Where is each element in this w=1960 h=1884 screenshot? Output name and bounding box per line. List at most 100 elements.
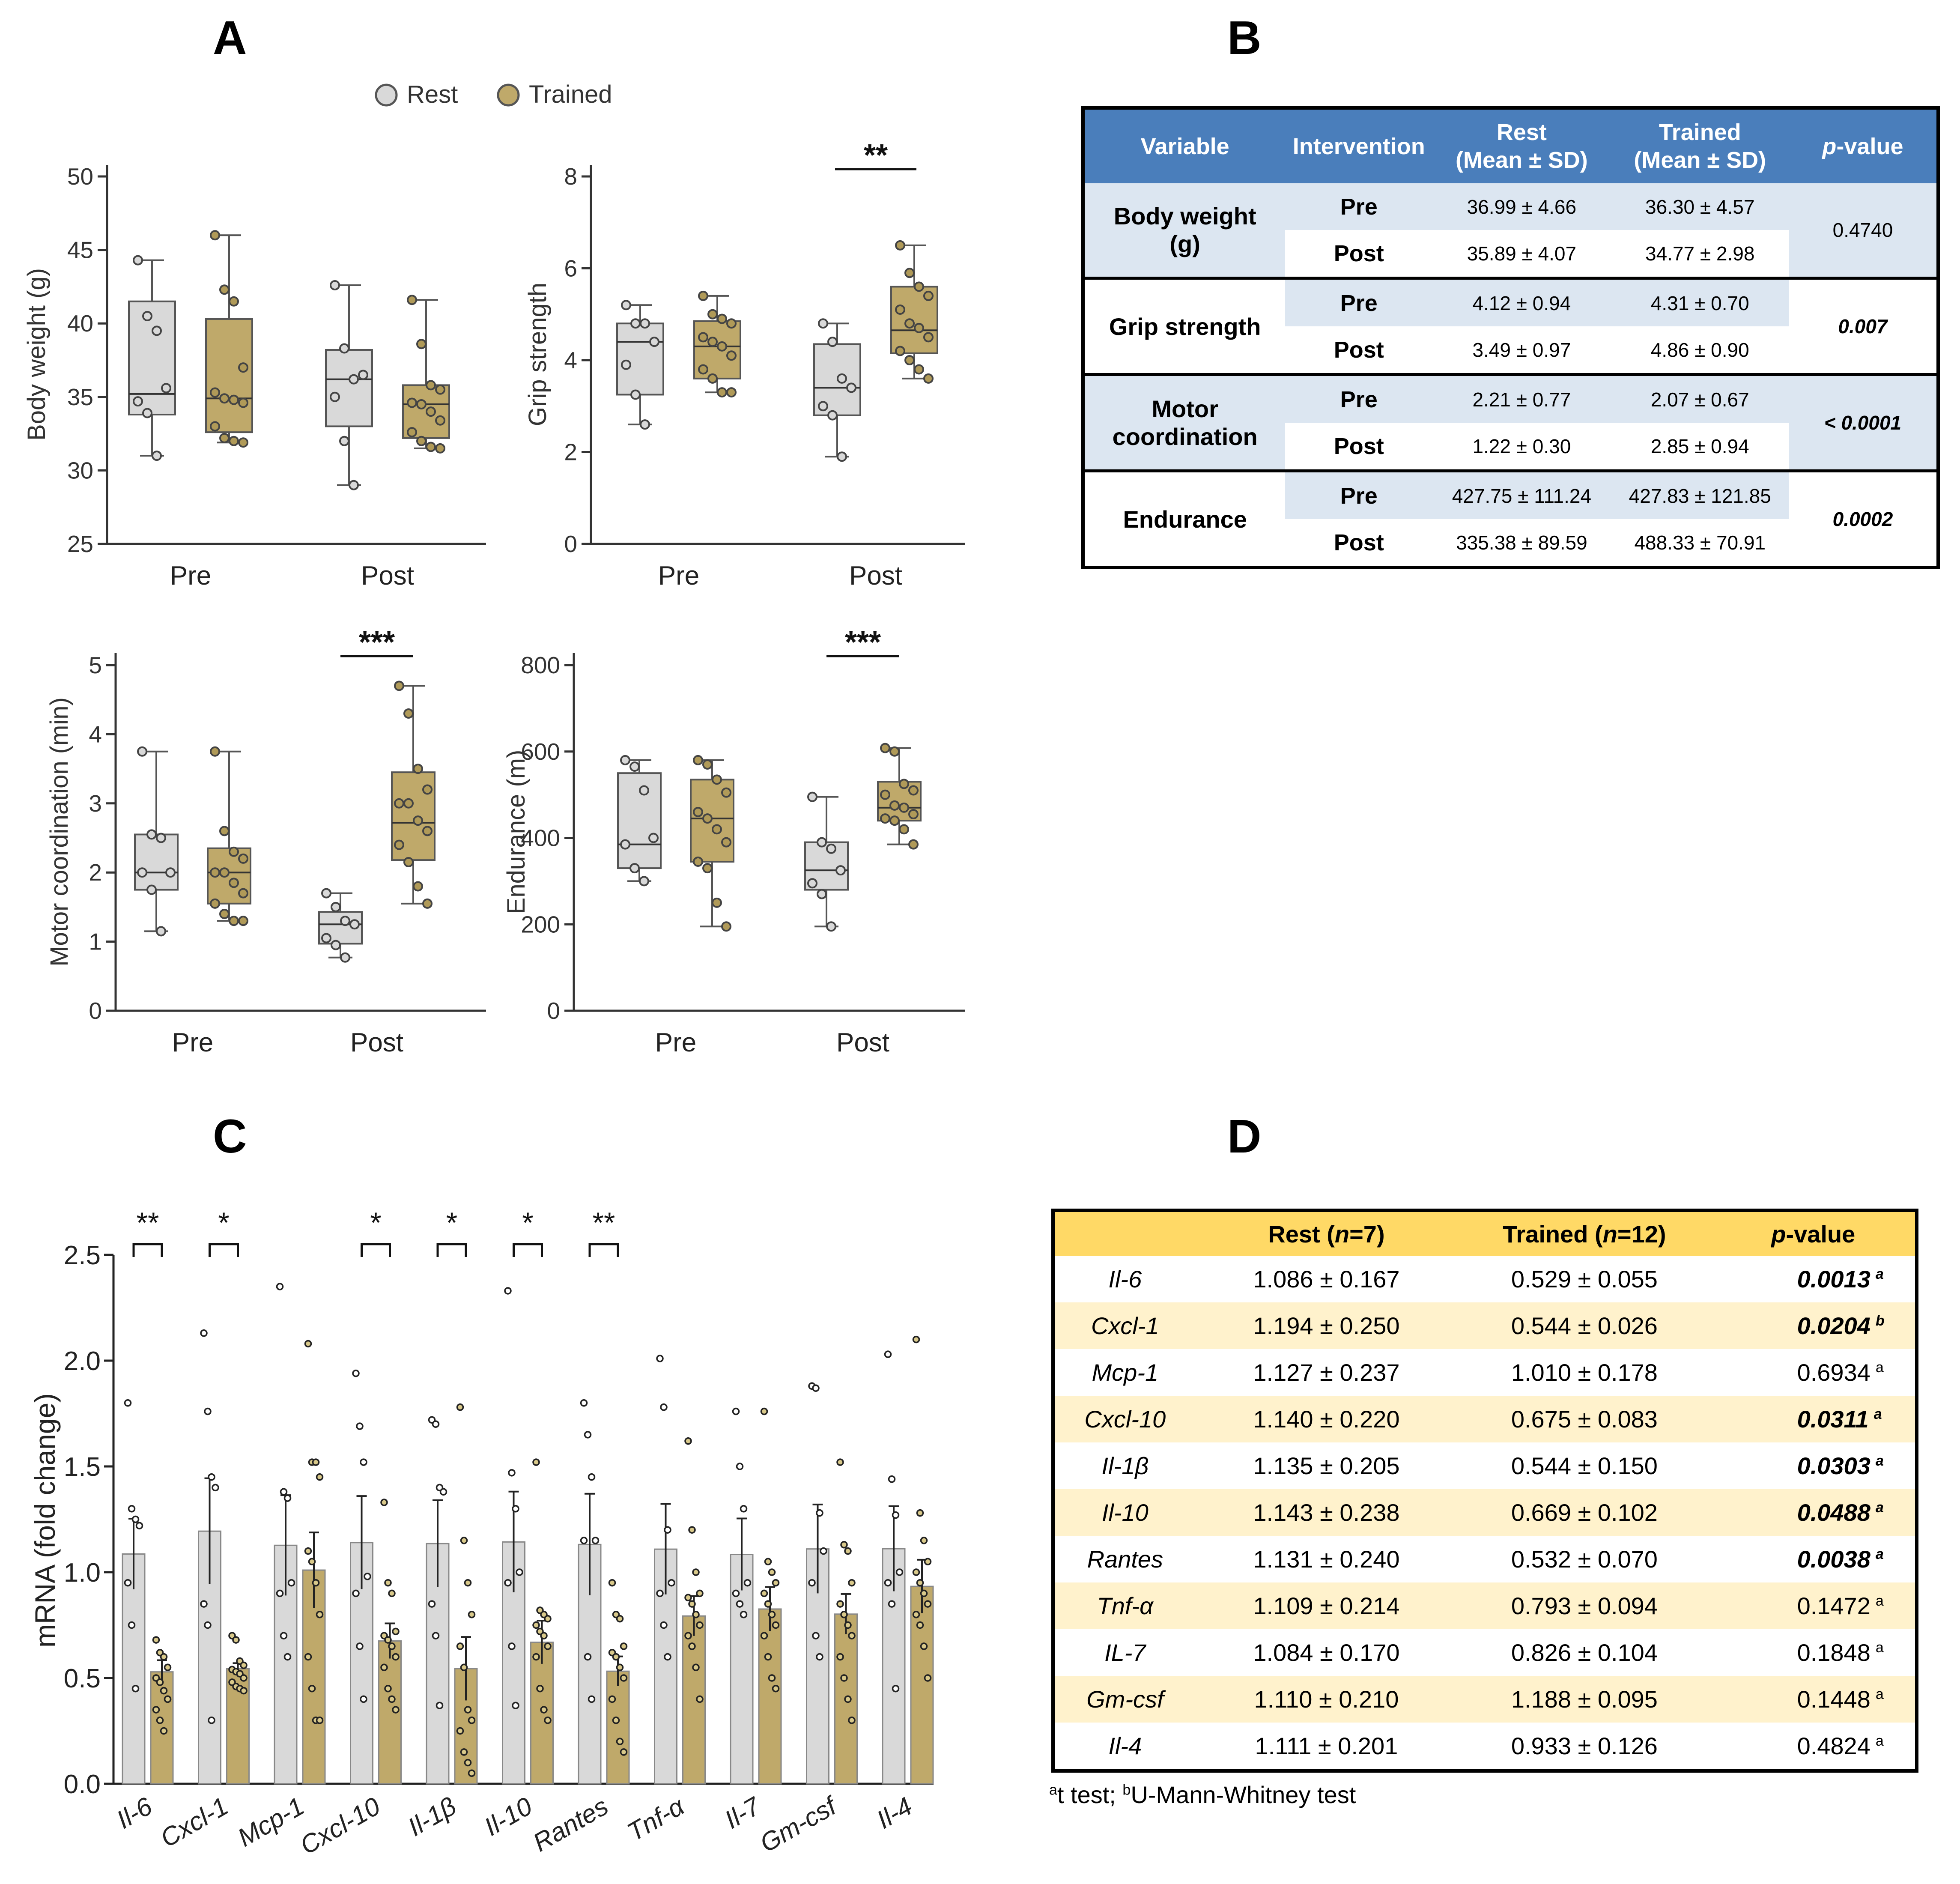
col-rest: Rest (Mean ± SD) bbox=[1432, 108, 1611, 183]
data-point bbox=[358, 370, 368, 380]
data-point bbox=[732, 1407, 740, 1415]
significance-marker: * bbox=[370, 1206, 381, 1239]
col-rest-b: =7) bbox=[1349, 1220, 1385, 1248]
col-rest: Rest (n=7) bbox=[1195, 1210, 1458, 1256]
data-point bbox=[588, 1473, 596, 1481]
test-mark: a bbox=[1875, 1686, 1884, 1703]
data-point bbox=[392, 1706, 400, 1714]
data-point bbox=[124, 1579, 132, 1587]
data-point bbox=[356, 1422, 364, 1430]
x-category-label: Pre bbox=[170, 561, 211, 591]
data-point bbox=[210, 746, 220, 757]
data-point bbox=[240, 1674, 248, 1682]
col-rest-a: Rest ( bbox=[1268, 1220, 1335, 1248]
y-tick-label: 1.5 bbox=[64, 1452, 101, 1482]
data-point bbox=[818, 318, 828, 329]
data-point bbox=[892, 1511, 900, 1519]
data-point bbox=[692, 1611, 700, 1618]
data-point bbox=[210, 421, 220, 432]
x-category-label: Il-1β bbox=[403, 1791, 461, 1842]
data-point bbox=[164, 1663, 172, 1672]
var-body-weight: Body weight (g) bbox=[1083, 183, 1286, 278]
data-point bbox=[924, 1600, 932, 1608]
table-b-row-endurance-pre: Endurance Pre 427.75 ± 111.24 427.83 ± 1… bbox=[1083, 469, 1938, 567]
data-point bbox=[512, 1702, 519, 1709]
data-point bbox=[165, 867, 176, 878]
test-mark: a bbox=[1875, 1359, 1884, 1376]
data-point bbox=[142, 408, 152, 418]
data-point bbox=[588, 1695, 596, 1703]
data-point bbox=[416, 436, 427, 446]
table-b-row-bw-post: Post 35.89 ± 4.07 34.77 ± 2.98 bbox=[1083, 230, 1938, 278]
p-value-text: 0.4824 bbox=[1797, 1732, 1871, 1759]
y-tick-label: 2 bbox=[564, 439, 577, 466]
data-point bbox=[219, 284, 230, 295]
data-point bbox=[388, 1642, 396, 1650]
data-point bbox=[210, 867, 220, 878]
data-point bbox=[608, 1579, 616, 1587]
data-point bbox=[649, 337, 659, 347]
cell-gene: IL-7 bbox=[1104, 1639, 1146, 1666]
cell-trained: 0.544 ± 0.026 bbox=[1457, 1302, 1712, 1349]
data-point bbox=[721, 787, 731, 798]
data-point bbox=[238, 397, 248, 408]
y-tick-label: 30 bbox=[67, 457, 93, 484]
cell-rest: 1.22 ± 0.30 bbox=[1432, 423, 1611, 471]
data-point bbox=[826, 843, 836, 854]
data-point bbox=[712, 824, 722, 835]
table-d-row: Cxcl-1 1.194 ± 0.250 0.544 ± 0.026 0.0204 b bbox=[1053, 1302, 1917, 1349]
data-point bbox=[899, 824, 909, 835]
cell-gene: Tnf-α bbox=[1053, 1582, 1196, 1629]
cell-trained: 1.010 ± 0.178 bbox=[1511, 1359, 1658, 1386]
data-point bbox=[331, 902, 341, 912]
cell-rest: 1.131 ± 0.240 bbox=[1253, 1546, 1400, 1573]
y-tick-label: 4 bbox=[564, 347, 577, 373]
cell-rest: 2.21 ± 0.77 bbox=[1432, 373, 1611, 423]
data-point bbox=[146, 884, 157, 895]
table-b-row-grip-pre: Grip strength Pre 4.12 ± 0.94 4.31 ± 0.7… bbox=[1083, 277, 1938, 375]
data-point bbox=[837, 451, 847, 462]
data-point bbox=[508, 1469, 516, 1477]
data-point bbox=[848, 1717, 856, 1724]
table-d-row: Tnf-α 1.109 ± 0.214 0.793 ± 0.094 0.1472 a bbox=[1053, 1582, 1917, 1629]
data-point bbox=[229, 846, 239, 857]
data-point bbox=[621, 359, 631, 370]
x-category-label: Gm-csf bbox=[755, 1791, 843, 1858]
data-point bbox=[656, 1589, 664, 1597]
test-mark: a bbox=[1875, 1593, 1884, 1609]
data-point bbox=[721, 921, 731, 932]
significance-bracket bbox=[132, 1243, 163, 1257]
var-motor-1: Motor bbox=[1152, 395, 1218, 422]
data-point bbox=[384, 1684, 392, 1693]
data-point bbox=[160, 1687, 168, 1695]
x-category-label: Cxcl-10 bbox=[295, 1791, 385, 1860]
data-point bbox=[912, 1611, 920, 1618]
data-point bbox=[707, 337, 718, 347]
data-point bbox=[726, 350, 737, 361]
data-point bbox=[914, 281, 924, 292]
data-point bbox=[904, 318, 915, 329]
x-category-label: Rantes bbox=[528, 1791, 613, 1857]
data-point bbox=[156, 1717, 164, 1724]
cell-trained: 4.31 ± 0.70 bbox=[1611, 277, 1789, 326]
data-point bbox=[768, 1674, 776, 1682]
data-point bbox=[464, 1759, 472, 1767]
data-point bbox=[916, 1579, 924, 1587]
data-point bbox=[912, 1335, 920, 1344]
data-point bbox=[152, 1636, 160, 1644]
data-point bbox=[836, 1458, 844, 1466]
y-tick-label: 8 bbox=[564, 163, 577, 190]
cell-p-value: 0.6934 a bbox=[1712, 1349, 1917, 1396]
panel-label-d: D bbox=[1227, 1110, 1262, 1163]
data-point bbox=[702, 863, 713, 874]
cell-p-value: 0.007 bbox=[1789, 277, 1938, 375]
data-point bbox=[707, 309, 718, 319]
data-point bbox=[544, 1717, 552, 1724]
cell-rest: 1.111 ± 0.201 bbox=[1255, 1732, 1398, 1759]
data-point bbox=[772, 1621, 780, 1629]
y-tick-label: 0.5 bbox=[64, 1664, 101, 1693]
data-point bbox=[240, 1687, 248, 1695]
data-point bbox=[743, 1579, 752, 1587]
y-tick-label: 2 bbox=[89, 859, 102, 886]
p-value-text: 0.0488 bbox=[1797, 1499, 1871, 1526]
